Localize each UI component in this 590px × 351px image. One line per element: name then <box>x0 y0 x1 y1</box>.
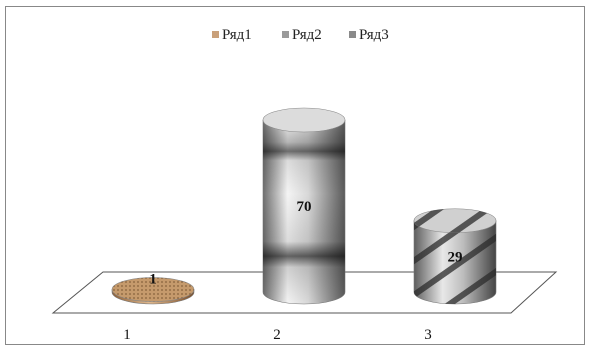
legend-label-2: Ряд2 <box>292 27 322 43</box>
category-label-2: 2 <box>273 327 281 343</box>
bar-2: 70 <box>262 107 346 305</box>
data-label-2: 70 <box>297 199 312 215</box>
category-label-1: 1 <box>123 327 131 343</box>
legend-swatch-2 <box>282 31 289 38</box>
data-label-1: 1 <box>149 272 157 288</box>
data-label-3: 29 <box>448 249 463 265</box>
legend-label-1: Ряд1 <box>222 27 252 43</box>
category-label-3: 3 <box>424 327 432 343</box>
category-axis: 1 2 3 <box>123 327 432 343</box>
plot-area: 1 70 29 <box>111 107 497 305</box>
legend-label-3: Ряд3 <box>359 27 389 43</box>
legend-swatch-1 <box>212 31 219 38</box>
legend-swatch-3 <box>349 31 356 38</box>
bar-1: 1 <box>111 272 195 305</box>
legend: Ряд1 Ряд2 Ряд3 <box>212 27 389 43</box>
bar-3: 29 <box>413 208 497 305</box>
